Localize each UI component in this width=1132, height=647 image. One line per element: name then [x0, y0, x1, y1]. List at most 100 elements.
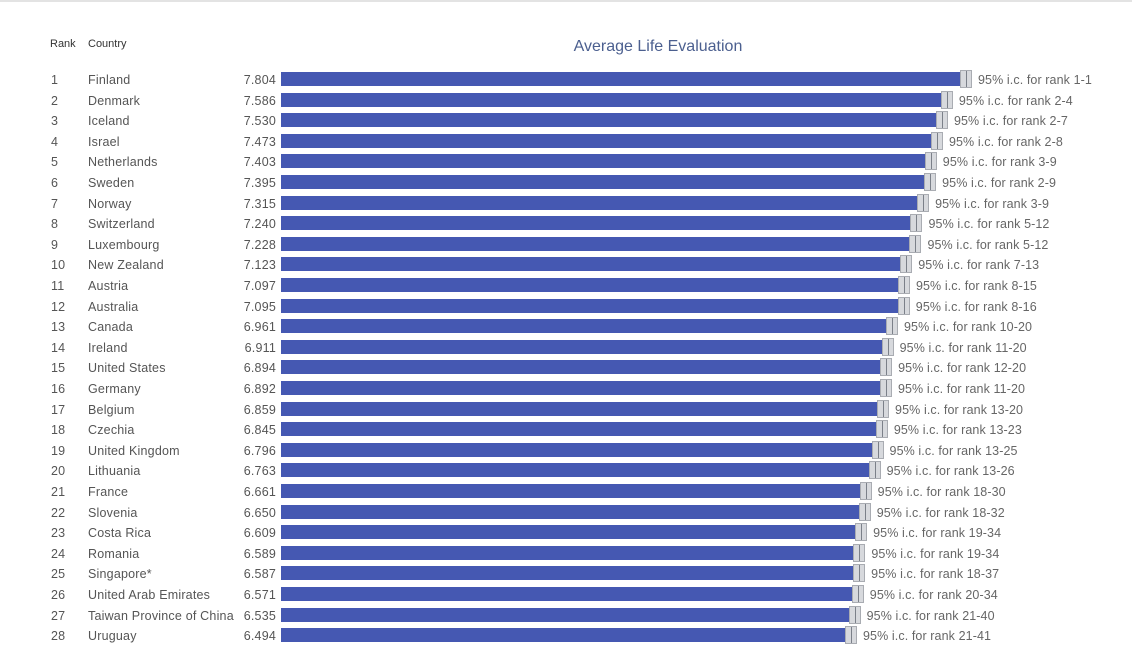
table-row: 24 Romania 6.589 95% i.c. for rank 19-34	[0, 543, 1132, 565]
bar-26[interactable]	[281, 587, 858, 601]
table-row: 3 Iceland 7.530 95% i.c. for rank 2-7	[0, 111, 1132, 132]
score-cell: 7.395	[243, 176, 276, 190]
score-cell: 7.097	[243, 279, 276, 293]
score-cell: 6.609	[243, 526, 276, 541]
ci-midline	[966, 71, 967, 87]
ci-midline	[881, 421, 883, 438]
country-cell: Switzerland	[88, 217, 155, 232]
country-cell: United States	[88, 361, 166, 376]
ci-midline	[903, 277, 905, 293]
country-cell: Denmark	[88, 93, 141, 108]
bar-9[interactable]	[281, 236, 916, 251]
ci-label: 95% i.c. for rank 11-20	[897, 382, 1026, 396]
ci-midline	[946, 91, 948, 108]
table-row: 14 Ireland 6.911 95% i.c. for rank 11-20	[0, 337, 1132, 359]
ci-label: 95% i.c. for rank 19-34	[871, 546, 1000, 561]
bar-14[interactable]	[281, 339, 888, 354]
rank-cell: 24	[51, 546, 66, 561]
ci-label: 95% i.c. for rank 8-15	[915, 279, 1037, 293]
score-cell: 7.315	[243, 196, 276, 211]
bar-15[interactable]	[281, 360, 887, 375]
bar-4[interactable]	[281, 133, 937, 148]
country-cell: United Arab Emirates	[88, 588, 211, 602]
ci-label: 95% i.c. for rank 12-20	[898, 361, 1027, 376]
score-cell: 7.240	[243, 217, 276, 232]
bar-28[interactable]	[281, 628, 851, 643]
bar-16[interactable]	[281, 381, 886, 395]
bar-19[interactable]	[281, 442, 878, 457]
table-row: 6 Sweden 7.395 95% i.c. for rank 2-9	[0, 173, 1132, 194]
rank-cell: 2	[51, 93, 59, 108]
ci-midline	[864, 503, 866, 520]
bar-23[interactable]	[281, 525, 862, 540]
country-cell: Israel	[88, 134, 120, 149]
table-row: 27 Taiwan Province of China 6.535 95% i.c. …	[0, 605, 1132, 627]
bar-24[interactable]	[281, 545, 860, 560]
table-row: 4 Israel 7.473 95% i.c. for rank 2-8	[0, 131, 1132, 153]
table-row: 18 Czechia 6.845 95% i.c. for rank 13-23	[0, 420, 1132, 441]
country-cell: Austria	[88, 279, 129, 293]
bar-27[interactable]	[281, 607, 855, 622]
bar-1[interactable]	[281, 72, 966, 86]
bar-6[interactable]	[281, 175, 931, 189]
table-row: 23 Costa Rica 6.609 95% i.c. for rank 19-34	[0, 523, 1132, 544]
ci-midline	[851, 627, 852, 644]
bar-2[interactable]	[281, 92, 947, 107]
ci-midline	[861, 524, 863, 541]
bar-10[interactable]	[281, 257, 907, 272]
rank-cell: 5	[51, 155, 59, 170]
rank-cell: 13	[51, 320, 66, 335]
ci-label: 95% i.c. for rank 18-30	[877, 485, 1006, 499]
country-cell: Finland	[88, 73, 131, 87]
table-row: 1 Finland 7.804 95% i.c. for rank 1-1	[0, 70, 1132, 91]
ci-midline	[886, 359, 888, 376]
table-row: 20 Lithuania 6.763 95% i.c. for rank 13-26	[0, 461, 1132, 482]
ci-midline	[859, 544, 861, 561]
country-cell: Norway	[88, 196, 132, 211]
ci-midline	[865, 483, 867, 499]
bar-13[interactable]	[281, 319, 892, 334]
ci-label: 95% i.c. for rank 5-12	[927, 237, 1049, 252]
ci-label: 95% i.c. for rank 5-12	[928, 217, 1050, 232]
rank-cell: 18	[51, 423, 66, 438]
rank-cell: 7	[51, 196, 59, 211]
ci-label: 95% i.c. for rank 1-1	[978, 73, 1092, 87]
bar-18[interactable]	[281, 422, 882, 437]
bar-5[interactable]	[281, 154, 931, 169]
bar-8[interactable]	[281, 216, 917, 231]
ci-midline	[892, 318, 893, 335]
rank-cell: 27	[51, 608, 66, 623]
bar-7[interactable]	[281, 195, 924, 210]
country-column-header: Country	[88, 38, 127, 50]
bar-20[interactable]	[281, 463, 875, 478]
country-cell: Canada	[88, 320, 133, 335]
ci-label: 95% i.c. for rank 2-8	[948, 134, 1063, 149]
table-row: 25 Singapore* 6.587 95% i.c. for rank 18-37	[0, 564, 1132, 585]
score-cell: 7.123	[243, 258, 276, 273]
ci-label: 95% i.c. for rank 13-25	[889, 443, 1018, 458]
bar-11[interactable]	[281, 278, 904, 292]
ci-midline	[887, 338, 889, 355]
country-cell: Costa Rica	[88, 526, 152, 541]
ci-midline	[941, 112, 943, 129]
ci-midline	[930, 153, 932, 170]
rank-cell: 21	[51, 485, 66, 499]
ci-label: 95% i.c. for rank 7-13	[918, 258, 1040, 273]
score-cell: 6.845	[243, 423, 276, 438]
ci-midline	[903, 297, 905, 314]
score-cell: 7.586	[243, 93, 276, 108]
country-cell: Czechia	[88, 423, 135, 438]
rank-cell: 10	[51, 258, 66, 273]
bar-17[interactable]	[281, 401, 884, 416]
bar-21[interactable]	[281, 484, 866, 498]
bar-12[interactable]	[281, 298, 904, 313]
country-cell: Romania	[88, 546, 140, 561]
bar-3[interactable]	[281, 113, 942, 128]
bar-25[interactable]	[281, 566, 860, 581]
rank-cell: 17	[51, 402, 66, 417]
country-cell: Slovenia	[88, 505, 138, 520]
score-cell: 6.589	[243, 546, 276, 561]
rank-cell: 1	[51, 73, 59, 87]
bar-22[interactable]	[281, 504, 865, 519]
